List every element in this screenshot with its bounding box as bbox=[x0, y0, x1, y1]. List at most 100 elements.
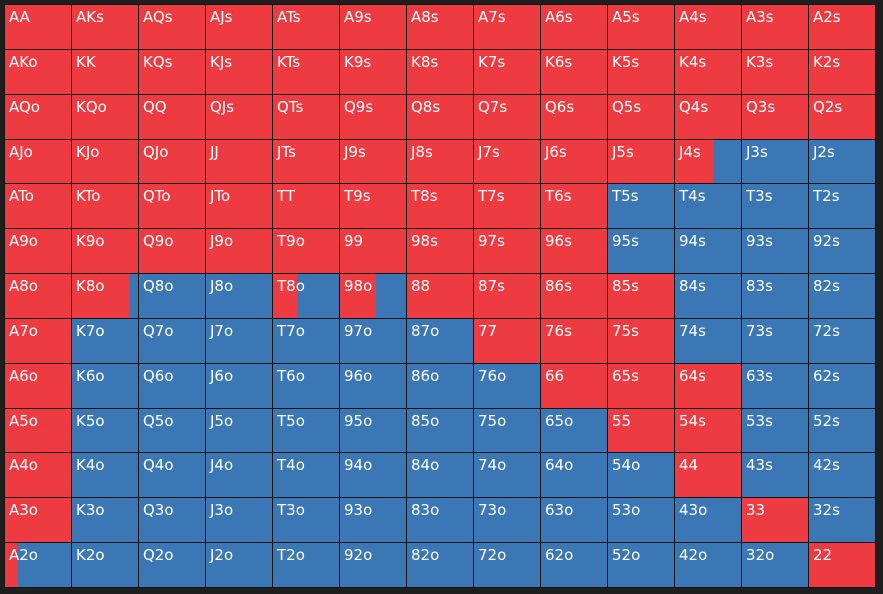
hand-cell[interactable]: T4s bbox=[675, 184, 741, 229]
hand-cell[interactable]: K5o bbox=[72, 408, 138, 453]
hand-cell[interactable]: QTs bbox=[273, 94, 339, 139]
hand-cell[interactable]: A2o bbox=[5, 543, 71, 587]
hand-cell[interactable]: T6s bbox=[541, 184, 607, 229]
hand-cell[interactable]: Q3s bbox=[742, 94, 808, 139]
hand-cell[interactable]: Q5o bbox=[139, 408, 205, 453]
hand-cell[interactable]: 97o bbox=[340, 318, 406, 363]
hand-cell[interactable]: T7s bbox=[474, 184, 540, 229]
hand-cell[interactable]: JJ bbox=[206, 139, 272, 184]
hand-cell[interactable]: K6o bbox=[72, 363, 138, 408]
hand-cell[interactable]: 76s bbox=[541, 318, 607, 363]
hand-cell[interactable]: AJo bbox=[5, 139, 71, 184]
hand-cell[interactable]: 85o bbox=[407, 408, 473, 453]
hand-cell[interactable]: 53o bbox=[608, 498, 674, 543]
hand-cell[interactable]: J6o bbox=[206, 363, 272, 408]
hand-cell[interactable]: T9o bbox=[273, 229, 339, 274]
hand-cell[interactable]: 86o bbox=[407, 363, 473, 408]
hand-cell[interactable]: K3s bbox=[742, 49, 808, 94]
hand-cell[interactable]: 44 bbox=[675, 453, 741, 498]
hand-cell[interactable]: KJo bbox=[72, 139, 138, 184]
hand-cell[interactable]: 53s bbox=[742, 408, 808, 453]
hand-cell[interactable]: AKs bbox=[72, 5, 138, 49]
hand-cell[interactable]: 76o bbox=[474, 363, 540, 408]
hand-cell[interactable]: A5s bbox=[608, 5, 674, 49]
hand-cell[interactable]: K9o bbox=[72, 229, 138, 274]
hand-cell[interactable]: 42o bbox=[675, 543, 741, 587]
hand-cell[interactable]: 65s bbox=[608, 363, 674, 408]
hand-cell[interactable]: T5o bbox=[273, 408, 339, 453]
hand-cell[interactable]: T6o bbox=[273, 363, 339, 408]
hand-cell[interactable]: 75s bbox=[608, 318, 674, 363]
hand-cell[interactable]: 94o bbox=[340, 453, 406, 498]
hand-cell[interactable]: 54o bbox=[608, 453, 674, 498]
hand-cell[interactable]: 82o bbox=[407, 543, 473, 587]
hand-cell[interactable]: 85s bbox=[608, 274, 674, 318]
hand-cell[interactable]: 84s bbox=[675, 274, 741, 318]
hand-cell[interactable]: J2o bbox=[206, 543, 272, 587]
hand-cell[interactable]: KQs bbox=[139, 49, 205, 94]
hand-cell[interactable]: Q3o bbox=[139, 498, 205, 543]
hand-cell[interactable]: A6o bbox=[5, 363, 71, 408]
hand-cell[interactable]: A9o bbox=[5, 229, 71, 274]
hand-cell[interactable]: T3o bbox=[273, 498, 339, 543]
hand-cell[interactable]: J8o bbox=[206, 274, 272, 318]
hand-cell[interactable]: ATo bbox=[5, 184, 71, 229]
hand-cell[interactable]: J7s bbox=[474, 139, 540, 184]
hand-cell[interactable]: 96o bbox=[340, 363, 406, 408]
hand-cell[interactable]: 94s bbox=[675, 229, 741, 274]
hand-cell[interactable]: K7o bbox=[72, 318, 138, 363]
hand-cell[interactable]: 62o bbox=[541, 543, 607, 587]
hand-cell[interactable]: 42s bbox=[809, 453, 875, 498]
hand-cell[interactable]: A8o bbox=[5, 274, 71, 318]
hand-cell[interactable]: 92o bbox=[340, 543, 406, 587]
hand-cell[interactable]: 77 bbox=[474, 318, 540, 363]
hand-cell[interactable]: 93s bbox=[742, 229, 808, 274]
hand-cell[interactable]: 87s bbox=[474, 274, 540, 318]
hand-cell[interactable]: KQo bbox=[72, 94, 138, 139]
hand-cell[interactable]: 54s bbox=[675, 408, 741, 453]
hand-cell[interactable]: Q4s bbox=[675, 94, 741, 139]
hand-cell[interactable]: Q7o bbox=[139, 318, 205, 363]
hand-cell[interactable]: 73s bbox=[742, 318, 808, 363]
hand-cell[interactable]: K8s bbox=[407, 49, 473, 94]
hand-cell[interactable]: 63o bbox=[541, 498, 607, 543]
hand-cell[interactable]: 33 bbox=[742, 498, 808, 543]
hand-cell[interactable]: A7s bbox=[474, 5, 540, 49]
hand-cell[interactable]: Q9s bbox=[340, 94, 406, 139]
hand-cell[interactable]: J5s bbox=[608, 139, 674, 184]
hand-cell[interactable]: 72s bbox=[809, 318, 875, 363]
hand-cell[interactable]: T2o bbox=[273, 543, 339, 587]
hand-cell[interactable]: J5o bbox=[206, 408, 272, 453]
hand-cell[interactable]: 65o bbox=[541, 408, 607, 453]
hand-cell[interactable]: K4s bbox=[675, 49, 741, 94]
hand-cell[interactable]: Q4o bbox=[139, 453, 205, 498]
hand-cell[interactable]: QJs bbox=[206, 94, 272, 139]
hand-cell[interactable]: AKo bbox=[5, 49, 71, 94]
hand-cell[interactable]: ATs bbox=[273, 5, 339, 49]
hand-cell[interactable]: A3s bbox=[742, 5, 808, 49]
hand-cell[interactable]: A6s bbox=[541, 5, 607, 49]
hand-cell[interactable]: K4o bbox=[72, 453, 138, 498]
hand-cell[interactable]: K8o bbox=[72, 274, 138, 318]
hand-cell[interactable]: 95s bbox=[608, 229, 674, 274]
hand-cell[interactable]: 88 bbox=[407, 274, 473, 318]
hand-cell[interactable]: J2s bbox=[809, 139, 875, 184]
hand-cell[interactable]: 52s bbox=[809, 408, 875, 453]
hand-cell[interactable]: T3s bbox=[742, 184, 808, 229]
hand-cell[interactable]: K2o bbox=[72, 543, 138, 587]
hand-cell[interactable]: 84o bbox=[407, 453, 473, 498]
hand-cell[interactable]: 92s bbox=[809, 229, 875, 274]
hand-cell[interactable]: K9s bbox=[340, 49, 406, 94]
hand-cell[interactable]: 83s bbox=[742, 274, 808, 318]
hand-cell[interactable]: KTs bbox=[273, 49, 339, 94]
hand-cell[interactable]: 62s bbox=[809, 363, 875, 408]
hand-cell[interactable]: 99 bbox=[340, 229, 406, 274]
hand-cell[interactable]: KK bbox=[72, 49, 138, 94]
hand-cell[interactable]: 87o bbox=[407, 318, 473, 363]
hand-cell[interactable]: A3o bbox=[5, 498, 71, 543]
hand-cell[interactable]: J3s bbox=[742, 139, 808, 184]
hand-cell[interactable]: K2s bbox=[809, 49, 875, 94]
hand-cell[interactable]: T7o bbox=[273, 318, 339, 363]
hand-cell[interactable]: Q2s bbox=[809, 94, 875, 139]
hand-cell[interactable]: JTs bbox=[273, 139, 339, 184]
